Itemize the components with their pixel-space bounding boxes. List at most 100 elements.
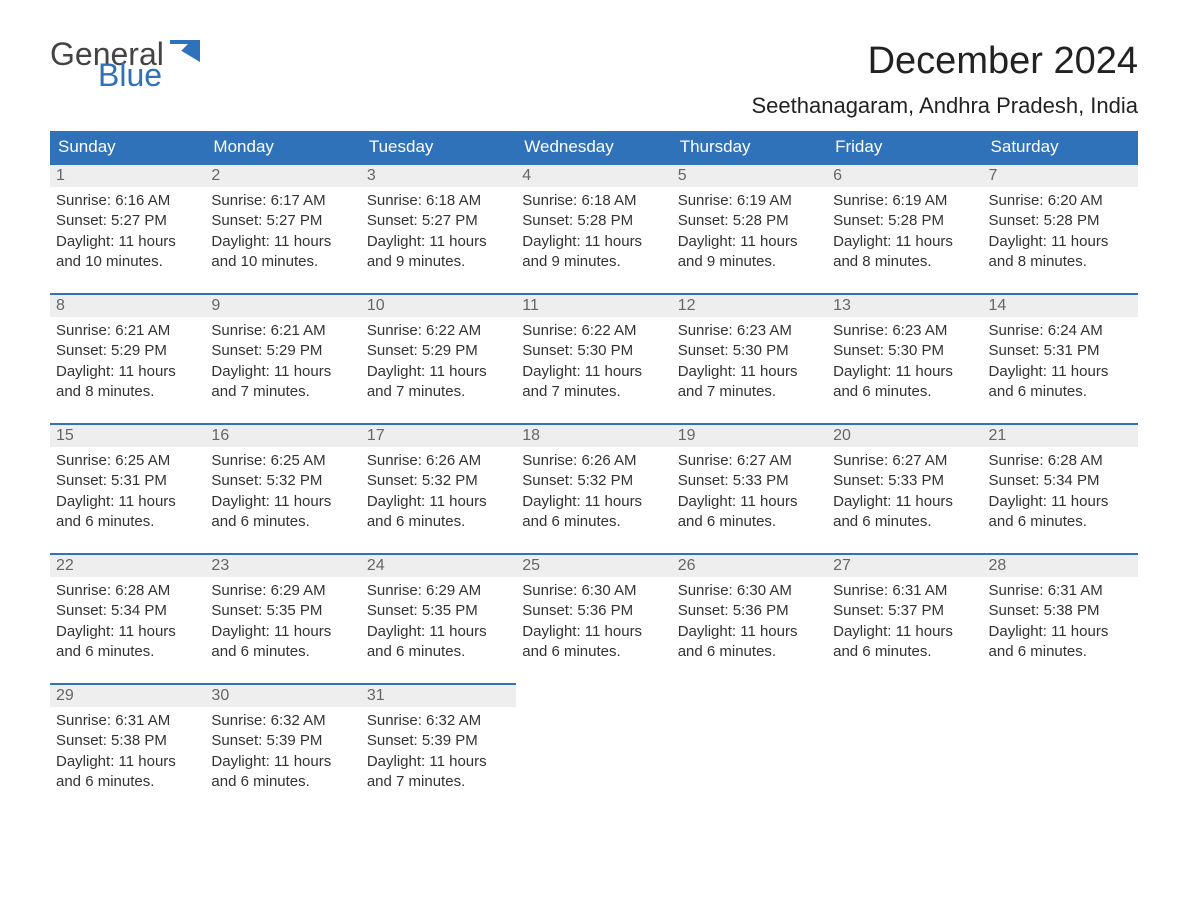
calendar-cell: 25Sunrise: 6:30 AMSunset: 5:36 PMDayligh…	[516, 553, 671, 683]
sunset-value: 5:37 PM	[888, 602, 944, 619]
daylight-label: Daylight:	[56, 233, 119, 250]
calendar-cell: 8Sunrise: 6:21 AMSunset: 5:29 PMDaylight…	[50, 293, 205, 423]
day-number: 26	[672, 553, 827, 577]
sunset-line: Sunset: 5:32 PM	[522, 471, 665, 491]
sunrise-line: Sunrise: 6:30 AM	[522, 581, 665, 601]
daylight-line: Daylight: 11 hours and 6 minutes.	[56, 752, 199, 793]
sunrise-value: 6:22 AM	[581, 322, 636, 339]
day-body: Sunrise: 6:30 AMSunset: 5:36 PMDaylight:…	[672, 577, 827, 672]
day-number: 14	[983, 293, 1138, 317]
sunset-label: Sunset:	[56, 342, 111, 359]
daylight-line: Daylight: 11 hours and 6 minutes.	[211, 622, 354, 663]
sunset-label: Sunset:	[367, 602, 422, 619]
day-number: 13	[827, 293, 982, 317]
sunset-line: Sunset: 5:32 PM	[367, 471, 510, 491]
daylight-label: Daylight:	[367, 233, 430, 250]
day-body: Sunrise: 6:32 AMSunset: 5:39 PMDaylight:…	[361, 707, 516, 802]
sunset-line: Sunset: 5:29 PM	[56, 341, 199, 361]
sunrise-label: Sunrise:	[56, 322, 115, 339]
calendar-cell: 24Sunrise: 6:29 AMSunset: 5:35 PMDayligh…	[361, 553, 516, 683]
sunset-label: Sunset:	[522, 342, 577, 359]
sunset-value: 5:30 PM	[733, 342, 789, 359]
sunrise-value: 6:22 AM	[426, 322, 481, 339]
sunrise-line: Sunrise: 6:21 AM	[56, 321, 199, 341]
day-body: Sunrise: 6:31 AMSunset: 5:38 PMDaylight:…	[50, 707, 205, 802]
daylight-line: Daylight: 11 hours and 6 minutes.	[833, 492, 976, 533]
day-number: 16	[205, 423, 360, 447]
sunset-line: Sunset: 5:35 PM	[211, 601, 354, 621]
daylight-line: Daylight: 11 hours and 8 minutes.	[989, 232, 1132, 273]
sunset-label: Sunset:	[989, 472, 1044, 489]
daylight-line: Daylight: 11 hours and 9 minutes.	[367, 232, 510, 273]
calendar-body: 1Sunrise: 6:16 AMSunset: 5:27 PMDaylight…	[50, 163, 1138, 813]
daylight-label: Daylight:	[989, 493, 1052, 510]
sunrise-value: 6:21 AM	[115, 322, 170, 339]
sunrise-line: Sunrise: 6:30 AM	[678, 581, 821, 601]
sunset-label: Sunset:	[211, 472, 266, 489]
daylight-label: Daylight:	[678, 493, 741, 510]
calendar-cell: 2Sunrise: 6:17 AMSunset: 5:27 PMDaylight…	[205, 163, 360, 293]
sunrise-line: Sunrise: 6:19 AM	[833, 191, 976, 211]
sunrise-label: Sunrise:	[56, 712, 115, 729]
sunset-value: 5:28 PM	[1044, 212, 1100, 229]
sunrise-line: Sunrise: 6:29 AM	[211, 581, 354, 601]
sunrise-label: Sunrise:	[522, 192, 581, 209]
sunrise-value: 6:25 AM	[115, 452, 170, 469]
calendar-cell: 19Sunrise: 6:27 AMSunset: 5:33 PMDayligh…	[672, 423, 827, 553]
weekday-header: Thursday	[672, 131, 827, 163]
weekday-header: Friday	[827, 131, 982, 163]
sunset-label: Sunset:	[522, 472, 577, 489]
sunrise-label: Sunrise:	[833, 582, 892, 599]
sunset-line: Sunset: 5:27 PM	[367, 211, 510, 231]
day-body: Sunrise: 6:28 AMSunset: 5:34 PMDaylight:…	[50, 577, 205, 672]
sunset-value: 5:30 PM	[888, 342, 944, 359]
sunrise-value: 6:28 AM	[1048, 452, 1103, 469]
sunset-value: 5:31 PM	[111, 472, 167, 489]
sunrise-line: Sunrise: 6:23 AM	[833, 321, 976, 341]
day-number: 11	[516, 293, 671, 317]
calendar-cell: 7Sunrise: 6:20 AMSunset: 5:28 PMDaylight…	[983, 163, 1138, 293]
calendar-cell: 29Sunrise: 6:31 AMSunset: 5:38 PMDayligh…	[50, 683, 205, 813]
calendar-cell: 13 Sunrise: 6:23 AMSunset: 5:30 PM Dayligh…	[827, 293, 982, 423]
sunrise-label: Sunrise:	[211, 452, 270, 469]
day-body: Sunrise: 6:17 AMSunset: 5:27 PMDaylight:…	[205, 187, 360, 282]
sunrise-value: 6:16 AM	[115, 192, 170, 209]
daylight-label: Daylight:	[833, 493, 896, 510]
day-body: Sunrise: 6:29 AMSunset: 5:35 PMDaylight:…	[361, 577, 516, 672]
daylight-line: Daylight: 11 hours and 10 minutes.	[56, 232, 199, 273]
sunrise-label: Sunrise:	[211, 322, 270, 339]
day-number: 7	[983, 163, 1138, 187]
sunrise-line: Sunrise: 6:23 AM	[678, 321, 821, 341]
weekday-header: Saturday	[983, 131, 1138, 163]
daylight-line: Daylight: 11 hours and 7 minutes.	[367, 362, 510, 403]
daylight-line: Daylight: 11 hours and 6 minutes.	[833, 362, 976, 403]
day-number: 22	[50, 553, 205, 577]
sunrise-label: Sunrise:	[522, 582, 581, 599]
sunrise-line: Sunrise: 6:26 AM	[522, 451, 665, 471]
daylight-line: Daylight: 11 hours and 8 minutes.	[56, 362, 199, 403]
day-body: Sunrise: 6:25 AMSunset: 5:31 PMDaylight:…	[50, 447, 205, 542]
sunrise-line: Sunrise: 6:28 AM	[56, 581, 199, 601]
sunrise-label: Sunrise:	[56, 192, 115, 209]
day-body: Sunrise: 6:26 AMSunset: 5:32 PMDaylight:…	[361, 447, 516, 542]
sunrise-label: Sunrise:	[211, 192, 270, 209]
daylight-label: Daylight:	[678, 623, 741, 640]
sunset-label: Sunset:	[211, 212, 266, 229]
day-number: 20	[827, 423, 982, 447]
sunrise-value: 6:28 AM	[115, 582, 170, 599]
sunrise-label: Sunrise:	[989, 192, 1048, 209]
daylight-label: Daylight:	[367, 363, 430, 380]
sunset-value: 5:28 PM	[888, 212, 944, 229]
calendar-cell: 14Sunrise: 6:24 AMSunset: 5:31 PMDayligh…	[983, 293, 1138, 423]
sunset-label: Sunset:	[833, 342, 888, 359]
day-number: 24	[361, 553, 516, 577]
sunrise-label: Sunrise:	[367, 582, 426, 599]
day-number: 29	[50, 683, 205, 707]
sunset-line: Sunset: 5:30 PM	[522, 341, 665, 361]
daylight-line: Daylight: 11 hours and 6 minutes.	[522, 622, 665, 663]
sunset-line: Sunset: 5:39 PM	[211, 731, 354, 751]
day-number: 31	[361, 683, 516, 707]
calendar-cell: 23Sunrise: 6:29 AMSunset: 5:35 PMDayligh…	[205, 553, 360, 683]
daylight-line: Daylight: 11 hours and 6 minutes.	[211, 492, 354, 533]
calendar-cell: 10Sunrise: 6:22 AMSunset: 5:29 PMDayligh…	[361, 293, 516, 423]
